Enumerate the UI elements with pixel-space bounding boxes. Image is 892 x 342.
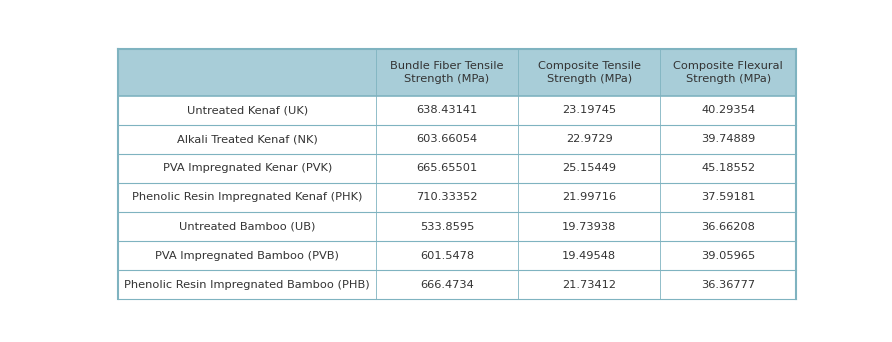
Text: Bundle Fiber Tensile
Strength (MPa): Bundle Fiber Tensile Strength (MPa) <box>390 61 504 84</box>
Text: 19.73938: 19.73938 <box>562 222 616 232</box>
Text: 23.19745: 23.19745 <box>562 105 616 115</box>
Text: 39.05965: 39.05965 <box>701 251 756 261</box>
FancyBboxPatch shape <box>119 183 796 212</box>
Text: Untreated Bamboo (UB): Untreated Bamboo (UB) <box>179 222 315 232</box>
Text: 601.5478: 601.5478 <box>420 251 474 261</box>
Text: 22.9729: 22.9729 <box>566 134 613 144</box>
FancyBboxPatch shape <box>119 212 796 241</box>
Text: PVA Impregnated Bamboo (PVB): PVA Impregnated Bamboo (PVB) <box>155 251 339 261</box>
FancyBboxPatch shape <box>119 49 796 96</box>
Text: Composite Flexural
Strength (MPa): Composite Flexural Strength (MPa) <box>673 61 783 84</box>
Text: Alkali Treated Kenaf (NK): Alkali Treated Kenaf (NK) <box>177 134 318 144</box>
FancyBboxPatch shape <box>119 125 796 154</box>
Text: 710.33352: 710.33352 <box>417 193 478 202</box>
Text: 45.18552: 45.18552 <box>701 163 756 173</box>
Text: 665.65501: 665.65501 <box>417 163 477 173</box>
Text: 40.29354: 40.29354 <box>701 105 756 115</box>
FancyBboxPatch shape <box>119 241 796 270</box>
Text: Composite Tensile
Strength (MPa): Composite Tensile Strength (MPa) <box>538 61 640 84</box>
FancyBboxPatch shape <box>119 270 796 299</box>
FancyBboxPatch shape <box>119 96 796 125</box>
Text: 21.73412: 21.73412 <box>562 280 616 290</box>
FancyBboxPatch shape <box>119 154 796 183</box>
Text: 21.99716: 21.99716 <box>562 193 616 202</box>
Text: Untreated Kenaf (UK): Untreated Kenaf (UK) <box>186 105 308 115</box>
Text: Phenolic Resin Impregnated Bamboo (PHB): Phenolic Resin Impregnated Bamboo (PHB) <box>124 280 370 290</box>
Text: PVA Impregnated Kenar (PVK): PVA Impregnated Kenar (PVK) <box>162 163 332 173</box>
Text: 39.74889: 39.74889 <box>701 134 756 144</box>
Text: 36.36777: 36.36777 <box>701 280 756 290</box>
Text: Phenolic Resin Impregnated Kenaf (PHK): Phenolic Resin Impregnated Kenaf (PHK) <box>132 193 362 202</box>
Text: 638.43141: 638.43141 <box>417 105 477 115</box>
Text: 25.15449: 25.15449 <box>562 163 616 173</box>
Text: 603.66054: 603.66054 <box>417 134 477 144</box>
Text: 19.49548: 19.49548 <box>562 251 616 261</box>
Text: 37.59181: 37.59181 <box>701 193 756 202</box>
Text: 533.8595: 533.8595 <box>420 222 475 232</box>
Text: 36.66208: 36.66208 <box>701 222 755 232</box>
Text: 666.4734: 666.4734 <box>420 280 474 290</box>
